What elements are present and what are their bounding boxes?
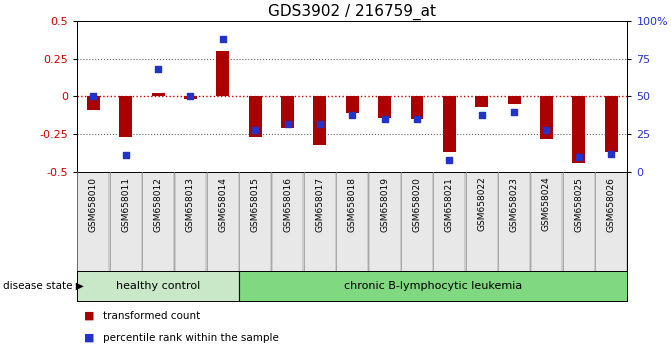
Point [411,116,422,122]
Bar [305,172,335,271]
Bar [499,172,529,271]
Bar [152,93,164,96]
Point [217,36,228,42]
Bar [346,96,359,113]
Bar [411,96,423,119]
Text: GSM658022: GSM658022 [477,177,486,232]
Bar [605,96,618,152]
Bar [111,172,141,271]
Bar [508,96,521,104]
Bar [79,172,108,271]
Bar [176,172,205,271]
Text: GSM658019: GSM658019 [380,177,389,232]
Text: GSM658023: GSM658023 [509,177,519,232]
Bar [540,96,553,138]
Bar [143,172,173,271]
Title: GDS3902 / 216759_at: GDS3902 / 216759_at [268,4,436,20]
Point [606,151,617,156]
Text: GSM658011: GSM658011 [121,177,130,232]
Bar [240,172,270,271]
Text: GSM658010: GSM658010 [89,177,98,232]
Point [185,93,196,99]
Text: GSM658024: GSM658024 [542,177,551,232]
Point [509,109,519,114]
Point [444,157,455,162]
Text: GSM658015: GSM658015 [251,177,260,232]
Bar [87,96,100,110]
Text: GSM658018: GSM658018 [348,177,357,232]
Bar [119,96,132,137]
Bar [572,96,585,162]
Text: GSM658021: GSM658021 [445,177,454,232]
Point [574,154,584,159]
Point [347,112,358,117]
Text: GSM658025: GSM658025 [574,177,583,232]
Text: transformed count: transformed count [103,311,200,321]
Bar [467,172,497,271]
Point [250,127,260,132]
Bar [443,96,456,152]
Text: GSM658017: GSM658017 [315,177,324,232]
Text: GSM658013: GSM658013 [186,177,195,232]
Bar [281,96,294,128]
Point [315,121,325,126]
Bar [564,172,594,271]
Point [120,152,131,158]
Bar [184,96,197,99]
Bar [531,172,562,271]
Point [153,67,164,72]
Text: ■: ■ [84,333,95,343]
Bar [338,172,367,271]
Point [379,116,390,122]
Bar [249,96,262,137]
Bar [370,172,399,271]
Text: GSM658014: GSM658014 [218,177,227,232]
Bar [435,172,464,271]
Text: GSM658016: GSM658016 [283,177,292,232]
Bar [313,96,326,144]
Text: ■: ■ [84,311,95,321]
Point [476,112,487,117]
Bar [239,271,627,301]
Bar [208,172,238,271]
Text: GSM658012: GSM658012 [154,177,162,232]
Bar [77,271,239,301]
Point [282,121,293,126]
Bar [597,172,626,271]
Point [88,93,99,99]
Text: GSM658026: GSM658026 [607,177,616,232]
Bar [475,96,488,107]
Text: disease state ▶: disease state ▶ [3,281,84,291]
Text: chronic B-lymphocytic leukemia: chronic B-lymphocytic leukemia [344,281,522,291]
Text: healthy control: healthy control [116,281,200,291]
Text: GSM658020: GSM658020 [413,177,421,232]
Bar [378,96,391,118]
Bar [272,172,303,271]
Bar [216,51,229,96]
Bar [402,172,432,271]
Point [541,127,552,132]
Text: percentile rank within the sample: percentile rank within the sample [103,333,278,343]
